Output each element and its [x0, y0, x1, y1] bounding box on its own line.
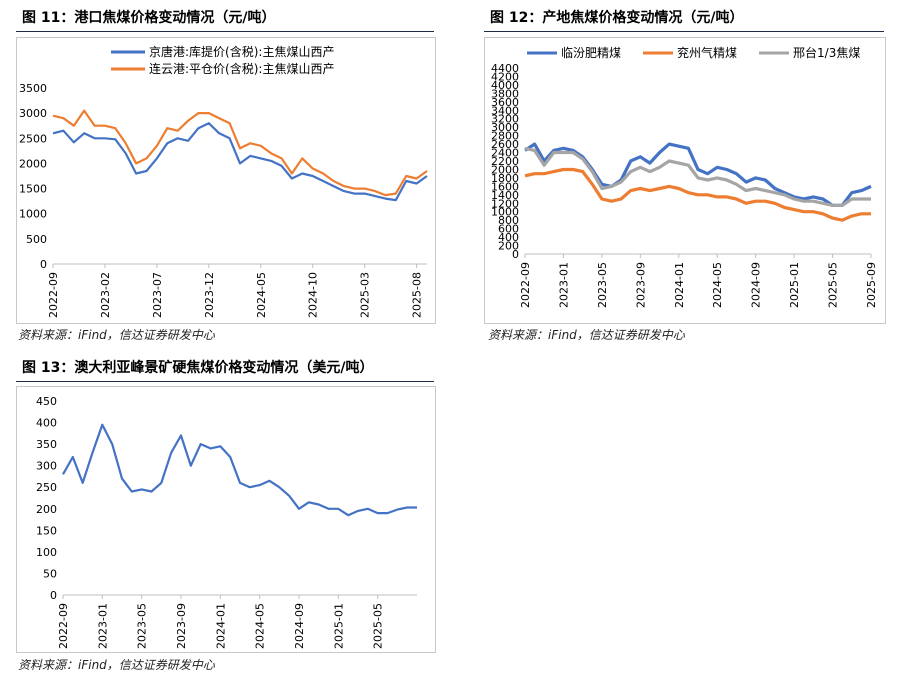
fig12-y-tick-label: 1200 [491, 197, 519, 210]
fig11-x-tick-label: 2024-10 [307, 272, 320, 318]
fig11-x-tick-label: 2025-08 [411, 272, 424, 318]
fig12-series-line-1 [524, 167, 871, 222]
fig12-y-tick-label: 0 [512, 248, 519, 261]
fig11-series-line-0 [52, 122, 428, 202]
fig13-title: 图 13：澳大利亚峰景矿硬焦煤价格变动情况（美元/吨） [22, 360, 374, 376]
fig11-y-tick-label: 1500 [19, 183, 47, 196]
fig11-series-line-1 [52, 109, 428, 197]
fig12-y-tick-label: 1600 [491, 180, 519, 193]
fig12-x-tick-label: 2024-09 [750, 262, 763, 308]
fig13-y-tick-label: 250 [36, 481, 57, 494]
fig11-y-tick-label: 2000 [19, 157, 47, 170]
fig12-legend-label-0: 临汾肥精煤 [561, 46, 621, 60]
fig12-y-tick-label: 1800 [491, 172, 519, 185]
fig11-source: 资料来源：iFind，信达证券研发中心 [18, 328, 215, 342]
fig12-series-line-0 [524, 142, 872, 207]
fig13-y-tick-label: 300 [36, 460, 57, 473]
fig12-y-tick-label: 1000 [491, 206, 519, 219]
fig12-y-tick-label: 1400 [491, 189, 519, 202]
fig12-x-tick-label: 2025-01 [788, 262, 801, 308]
fig12-source: 资料来源：iFind，信达证券研发中心 [488, 328, 685, 342]
fig12-x-tick-label: 2022-09 [519, 262, 532, 308]
fig12-y-tick-label: 3600 [491, 96, 519, 109]
fig13-x-tick-label: 2023-01 [96, 603, 109, 649]
fig13-x-tick-label: 2023-09 [175, 603, 188, 649]
fig13-y-tick-label: 450 [36, 395, 57, 408]
fig12-series-line-2 [524, 146, 871, 207]
fig12-y-tick-label: 200 [498, 240, 519, 253]
fig13-chart: 0 50 100 150 200 250 300 350 400 450 2022-09 2023-0… [36, 395, 417, 649]
fig12-y-tick-label: 2400 [491, 147, 519, 160]
fig11-x-tick-label: 2022-09 [47, 272, 60, 318]
fig12-y-tick-label: 2200 [491, 155, 519, 168]
fig11-y-tick-label: 3500 [19, 82, 47, 95]
fig12-chart-box: 0 200 400 600 800 1000 1200 1400 1600 1800 2000 220… [484, 37, 886, 324]
fig12-x-tick-label: 2024-05 [711, 262, 724, 308]
fig13-y-tick-label: 0 [50, 589, 57, 602]
fig12-chart: 0200400600800100012001400160018002000220… [491, 45, 878, 308]
fig12-y-tick-label: 2000 [491, 163, 519, 176]
fig12-x-tick-label: 2023-01 [557, 262, 570, 308]
fig11-legend-label-1: 连云港:平仓价(含税):主焦煤山西产 [149, 61, 334, 76]
fig11-title-rule [16, 31, 434, 32]
fig12-y-tick-label: 800 [498, 214, 519, 227]
fig13-x-tick-label: 2023-05 [136, 603, 149, 649]
fig12-legend-label-2: 邢台1/3焦煤 [793, 45, 860, 60]
fig13-y-tick-label: 350 [36, 438, 57, 451]
fig13-x-tick-label: 2024-05 [254, 603, 267, 649]
fig12-y-tick-label: 2600 [491, 138, 519, 151]
fig11-y-tick-label: 500 [26, 233, 47, 246]
fig13-x-tick-label: 2025-05 [372, 603, 385, 649]
fig12-x-tick-label: 2023-09 [634, 262, 647, 308]
fig12-y-tick-label: 3200 [491, 113, 519, 126]
fig12-y-tick-label: 3400 [491, 104, 519, 117]
fig11-x-tick-label: 2025-03 [359, 272, 372, 318]
fig12-y-tick-label: 4400 [491, 62, 519, 75]
fig13-y-tick-label: 50 [43, 567, 57, 580]
fig11-x-tick-label: 2023-07 [151, 272, 164, 318]
fig13-y-tick-label: 200 [36, 503, 57, 516]
fig13-x-tick-label: 2024-01 [214, 603, 227, 649]
fig12-x-tick-label: 2023-05 [596, 262, 609, 308]
fig13-x-tick-label: 2025-01 [332, 603, 345, 649]
fig11-x-tick-label: 2023-12 [203, 272, 216, 318]
fig11-x-tick-label: 2024-05 [255, 272, 268, 318]
fig12-y-tick-label: 4000 [491, 79, 519, 92]
fig13-y-tick-label: 400 [36, 417, 57, 430]
fig11-y-tick-label: 1000 [19, 208, 47, 221]
fig13-source: 资料来源：iFind，信达证券研发中心 [18, 658, 215, 672]
fig12-y-tick-label: 400 [498, 231, 519, 244]
fig12-y-tick-label: 3800 [491, 87, 519, 100]
fig13-x-tick-label: 2022-09 [57, 603, 70, 649]
fig11-chart: 0 500 1000 1500 2000 2500 3000 3500 2022-09 2023-… [19, 44, 428, 318]
fig12-x-tick-label: 2024-01 [673, 262, 686, 308]
fig12-title: 图 12：产地焦煤价格变动情况（元/吨） [490, 10, 744, 26]
fig11-legend-label-0: 京唐港:库提价(含税):主焦煤山西产 [149, 44, 334, 59]
fig13-y-tick-label: 100 [36, 546, 57, 559]
fig11-y-tick-label: 3000 [19, 107, 47, 120]
fig12-x-tick-label: 2025-09 [865, 262, 878, 308]
fig13-x-tick-label: 2024-09 [293, 603, 306, 649]
fig13-series-line-0 [62, 423, 417, 517]
fig12-y-tick-label: 4200 [491, 70, 519, 83]
fig13-chart-box: 0 50 100 150 200 250 300 350 400 450 2022-09 2023-0… [16, 386, 436, 653]
fig11-title: 图 11：港口焦煤价格变动情况（元/吨） [22, 10, 276, 26]
fig11-y-tick-label: 2500 [19, 132, 47, 145]
fig12-legend-label-1: 兖州气精煤 [677, 45, 737, 60]
fig12-x-tick-label: 2025-05 [827, 262, 840, 308]
fig12-title-rule [484, 31, 884, 32]
fig13-title-rule [16, 381, 434, 382]
fig12-y-tick-label: 600 [498, 223, 519, 236]
fig12-y-tick-label: 2800 [491, 130, 519, 143]
fig11-y-tick-label: 0 [40, 258, 47, 271]
fig11-chart-box: 0 500 1000 1500 2000 2500 3000 3500 2022-09 2023-… [16, 37, 436, 324]
fig13-y-tick-label: 150 [36, 524, 57, 537]
fig12-y-tick-label: 3000 [491, 121, 519, 134]
fig11-x-tick-label: 2023-02 [99, 272, 112, 318]
